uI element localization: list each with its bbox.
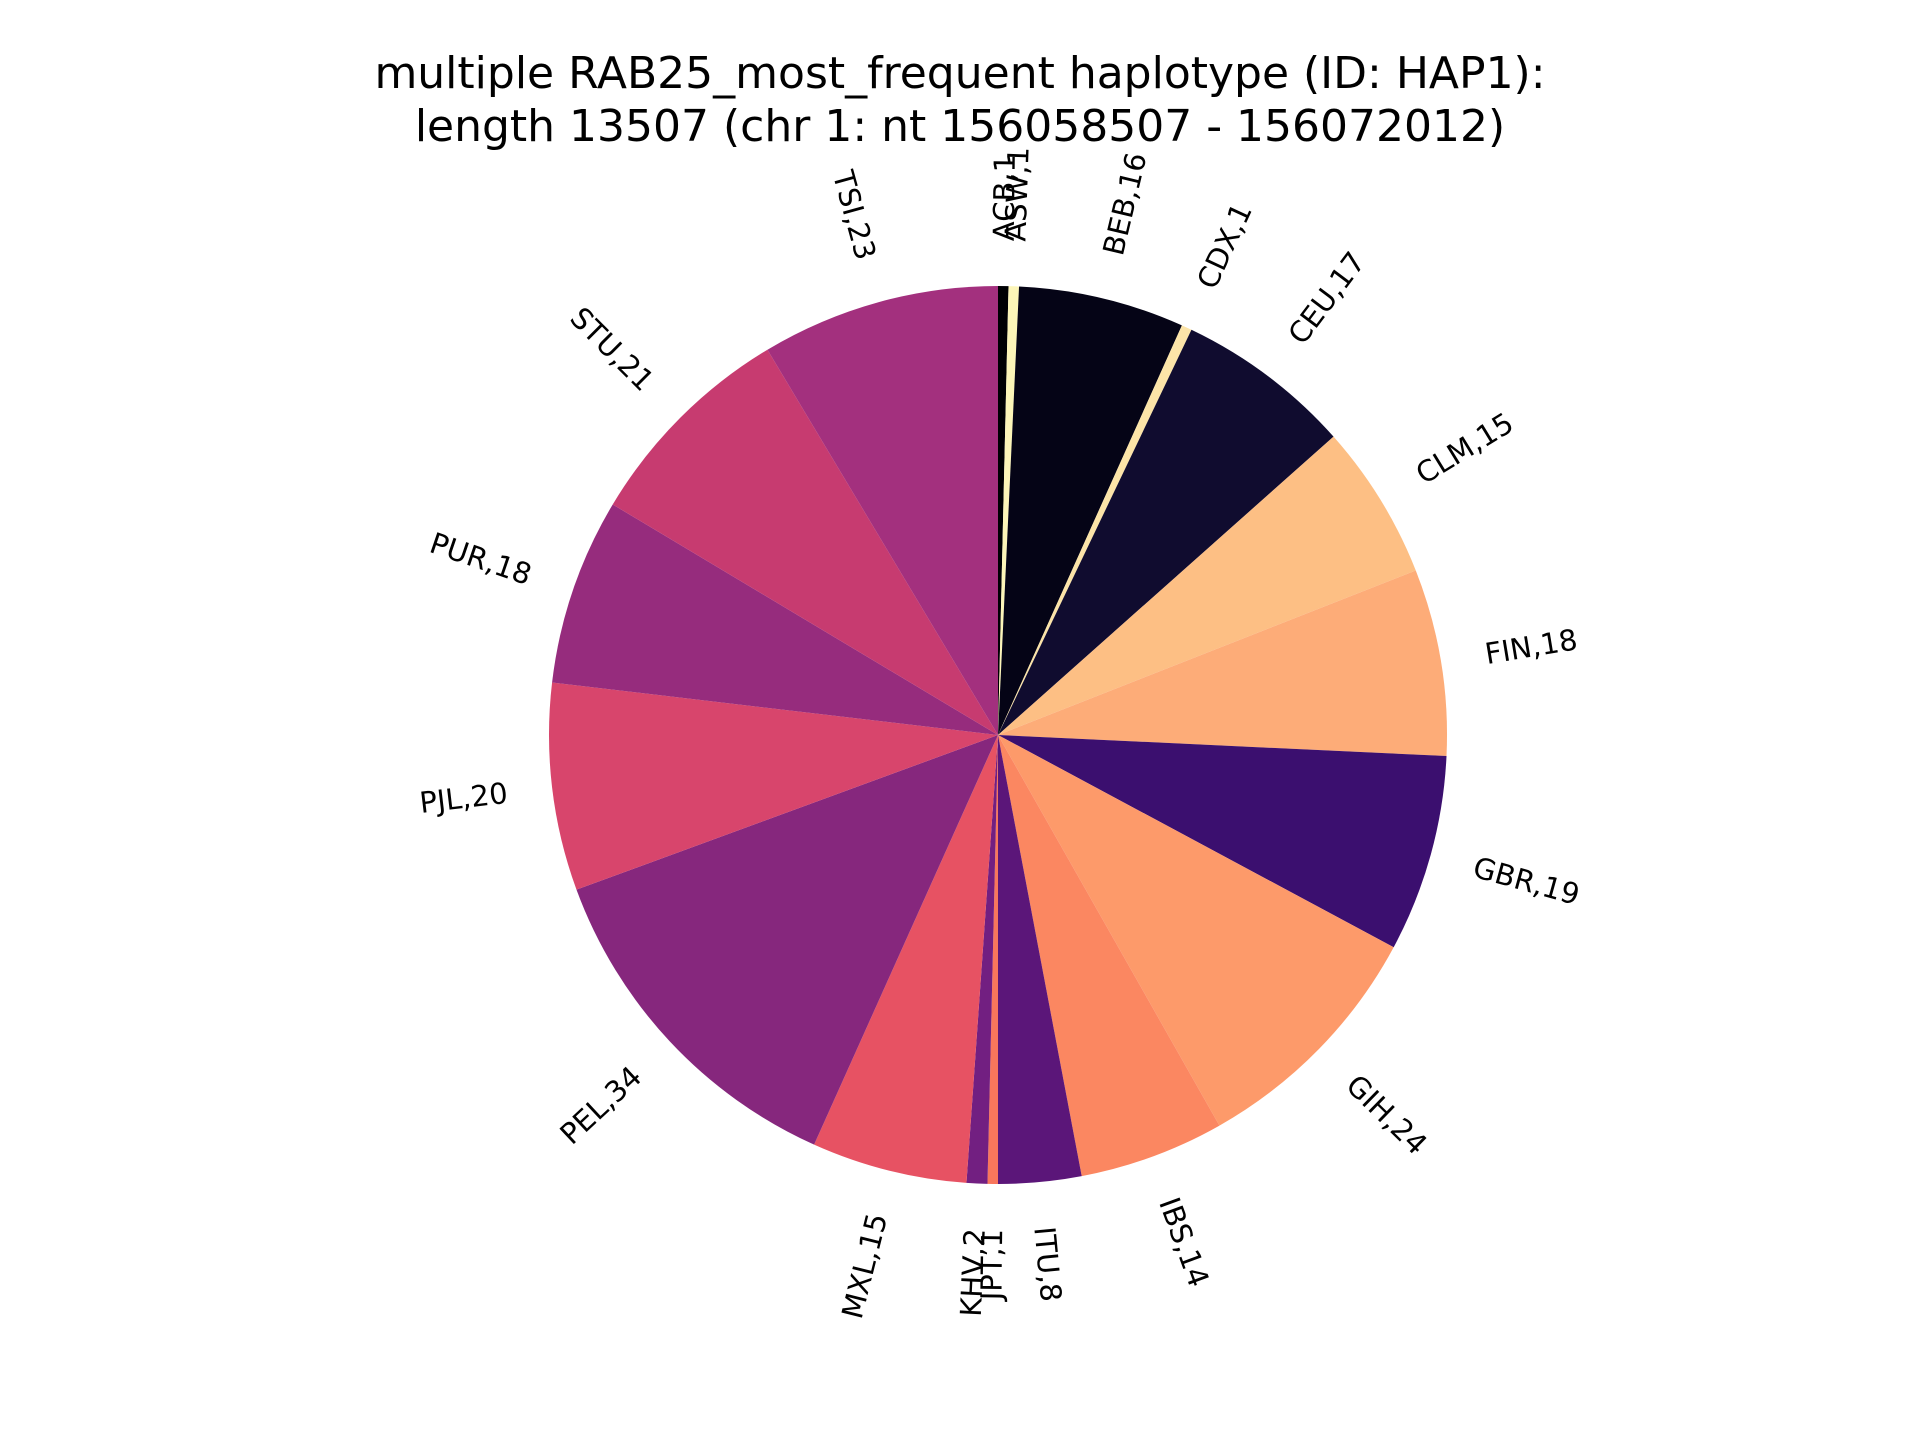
pie-slice-gbr xyxy=(998,735,1447,948)
pie-label-ibs: IBS,14 xyxy=(1152,1193,1216,1292)
pie-slice-tsi xyxy=(767,286,998,735)
pie-label-cdx: CDX,1 xyxy=(1190,198,1259,294)
pie-label-clm: CLM,15 xyxy=(1410,406,1519,491)
pie-label-beb: BEB,16 xyxy=(1096,149,1153,258)
pie-slice-acb xyxy=(998,285,1009,735)
pie-slice-pel xyxy=(576,735,998,1145)
chart-title-line-1: multiple RAB25_most_frequent haplotype (… xyxy=(374,48,1546,99)
pie-label-pur: PUR,18 xyxy=(426,526,536,592)
pie-label-stu: STU,21 xyxy=(564,301,661,398)
pie-label-ceu: CEU,17 xyxy=(1281,245,1372,350)
pie-slice-khv xyxy=(966,735,998,1184)
pie-label-pel: PEL,34 xyxy=(553,1059,648,1151)
pie-slice-jpt xyxy=(987,735,998,1185)
pie-label-gih: GIH,24 xyxy=(1339,1068,1434,1161)
pie-slice-fin xyxy=(998,570,1448,757)
pie-label-pjl: PJL,20 xyxy=(418,776,510,820)
pie-slice-beb xyxy=(998,286,1182,735)
chart-title: multiple RAB25_most_frequent haplotype (… xyxy=(0,48,1920,154)
pie-slices xyxy=(548,285,1448,1185)
pie-slice-mxl xyxy=(814,735,998,1183)
pie-label-khv: KHV,2 xyxy=(954,1228,992,1318)
pie-slice-pur xyxy=(552,504,998,735)
pie-slice-pjl xyxy=(548,682,998,890)
pie-label-tsi: TSI,23 xyxy=(826,166,883,264)
pie-label-itu: ITU,8 xyxy=(1027,1225,1068,1303)
pie-slice-ibs xyxy=(998,735,1220,1177)
pie-label-acb: ACB,1 xyxy=(987,154,1022,242)
pie-slice-itu xyxy=(998,735,1082,1185)
pie-label-mxl: MXL,15 xyxy=(835,1210,894,1322)
pie-slice-gih xyxy=(998,735,1394,1126)
pie-slice-asw xyxy=(998,286,1020,735)
pie-slice-ceu xyxy=(998,329,1334,735)
pie-label-asw: ASW,1 xyxy=(998,146,1035,242)
pie-slice-clm xyxy=(998,436,1416,735)
pie-label-fin: FIN,18 xyxy=(1482,622,1579,671)
pie-slice-stu xyxy=(612,349,998,735)
pie-label-jpt: JPT,1 xyxy=(974,1229,1009,1303)
chart-subtitle: length 13507 (chr 1: nt 156058507 - 1560… xyxy=(414,100,1506,152)
pie-label-gbr: GBR,19 xyxy=(1470,850,1584,912)
pie-slice-cdx xyxy=(998,325,1192,735)
